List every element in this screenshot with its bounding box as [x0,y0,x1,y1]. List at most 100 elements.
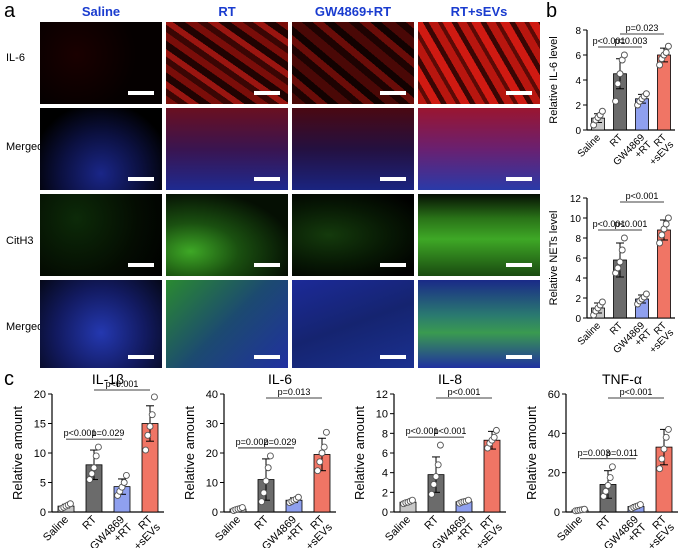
p-value-label: p=0.011 [606,448,638,458]
y-axis-label: Relative NETs level [548,211,560,306]
y-tick-label: 6 [382,448,388,460]
p-value-label: p=0.013 [278,387,311,397]
data-point [92,452,100,460]
data-point [144,431,152,439]
x-tick-label-line: RT [608,132,625,149]
data-point [88,470,96,478]
y-axis-label: Relative amount [524,406,539,500]
y-tick-label: 8 [382,428,388,440]
y-tick-label: 0 [40,507,46,519]
y-tick-label: 4 [575,76,581,87]
p-value-label: p<0.001 [106,379,139,389]
y-tick-label: 20 [206,448,218,460]
x-tick-label-line: RT [594,513,613,532]
y-tick-label: 0 [554,507,560,519]
micrograph-merged2-rt-sevs [418,280,540,368]
y-tick-label: 5 [40,478,46,490]
data-point [618,246,626,254]
p-value-label: p<0.001 [593,36,626,46]
data-point [434,461,442,469]
column-header-gw4869-rt: GW4869+RT [314,4,392,19]
micrograph-merged2-gw4869-rt [292,280,414,368]
x-tick-label: RT [608,132,625,149]
y-tick-label: 0 [212,507,218,519]
p-value-label: p<0.001 [448,387,481,397]
data-point [642,90,650,98]
p-value-label: p=0.023 [626,23,659,33]
panel-label-b: b [546,0,558,22]
p-value-label: p=0.003 [615,36,648,46]
data-point [658,455,666,463]
p-value-label: p<0.001 [615,219,648,229]
data-point [318,449,326,457]
row-label-cith3: CitH3 [6,235,34,247]
micrograph-cith3-saline [40,194,162,276]
data-point [258,498,266,506]
micrograph-il6-rt [166,22,288,104]
data-point [614,264,622,272]
y-tick-label: 0 [382,507,388,519]
chart-title: IL-6 [268,371,292,387]
data-point [432,473,440,481]
data-point [602,487,610,495]
data-point [662,49,670,56]
y-tick-label: 30 [206,419,218,431]
data-point [120,479,128,486]
p-value-label: p<0.001 [620,387,653,397]
data-point [598,298,606,306]
data-point [262,477,270,485]
micrograph-merged1-rt-sevs [418,108,540,190]
data-point [436,441,444,449]
data-point [428,490,436,498]
data-point [264,464,272,472]
data-point [662,220,670,228]
y-tick-label: 40 [206,389,218,401]
y-tick-label: 0 [575,314,581,325]
y-tick-label: 10 [206,478,218,490]
micrograph-il6-rt-sevs [418,22,540,104]
x-tick-label: RT [80,513,99,532]
micrograph-merged1-saline [40,108,162,190]
data-point [656,465,664,473]
micrograph-merged1-rt [166,108,288,190]
x-tick-label: RT [594,513,613,532]
micrograph-cith3-gw4869-rt [292,194,414,276]
data-point [612,97,620,105]
x-tick-label-line: RT [252,513,271,532]
data-point [616,70,624,78]
data-point [86,476,94,484]
data-point [656,239,664,247]
y-tick-label: 2 [382,487,388,499]
data-point [322,428,330,436]
p-value-label: p<0.001 [626,191,659,201]
micrograph-merged1-gw4869-rt [292,108,414,190]
x-tick-label-line: RT [608,320,625,337]
y-axis-label: Relative amount [10,406,25,500]
data-point [314,467,322,475]
x-tick-label: RT [422,513,441,532]
data-point [614,80,622,88]
data-point [606,474,614,482]
y-tick-label: 6 [575,51,581,62]
data-point [656,61,664,69]
y-tick-label: 4 [382,468,388,480]
data-point [490,433,498,441]
data-point [598,107,606,115]
row-label-merged-2: Merged [6,321,44,333]
data-point [660,445,668,453]
data-point [320,443,328,451]
p-value-label: p=0.029 [92,428,125,438]
row-label-il6: IL-6 [6,52,25,64]
y-tick-label: 12 [570,194,582,205]
data-point [492,426,500,434]
data-point [620,51,628,59]
micrograph-merged2-saline [40,280,162,368]
y-tick-label: 8 [575,26,581,37]
data-point [142,446,150,454]
data-point [94,443,102,451]
y-axis-label: Relative amount [182,406,197,500]
y-tick-label: 0 [575,126,581,137]
data-point [658,231,666,239]
data-point [664,214,672,222]
